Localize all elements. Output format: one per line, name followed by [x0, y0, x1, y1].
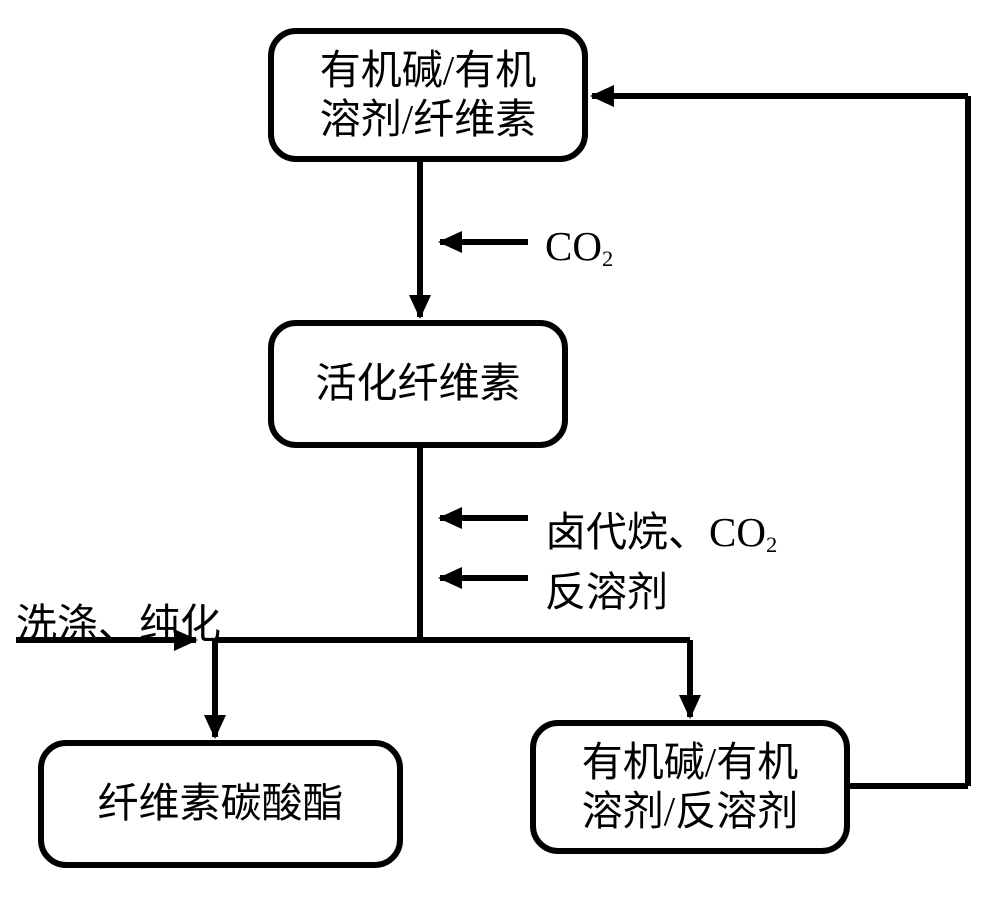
label-subscript: 2 — [766, 532, 777, 557]
node-organic-base-solvent-cellulose: 有机碱/有机 溶剂/纤维素 — [268, 28, 588, 162]
label-wash-purify: 洗涤、纯化 — [16, 590, 221, 650]
node-text: 纤维素碳酸酯 — [98, 779, 344, 828]
label-text: 反溶剂 — [545, 569, 668, 615]
label-subscript: 2 — [602, 246, 613, 271]
node-organic-base-solvent-antisolvent: 有机碱/有机 溶剂/反溶剂 — [530, 720, 850, 854]
label-text: 卤代烷、CO — [545, 509, 766, 555]
node-text: 有机碱/有机 — [582, 739, 798, 785]
node-cellulose-carbonate: 纤维素碳酸酯 — [38, 740, 403, 868]
flowchart-canvas: 有机碱/有机 溶剂/纤维素 活化纤维素 纤维素碳酸酯 有机碱/有机 溶剂/反溶剂… — [0, 0, 1000, 898]
label-text: 洗涤、纯化 — [16, 601, 221, 647]
label-co2-upper: CO2 — [545, 222, 613, 270]
node-text: 有机碱/有机 — [320, 47, 536, 93]
node-text: 活化纤维素 — [316, 359, 521, 408]
node-activated-cellulose: 活化纤维素 — [268, 320, 568, 448]
label-antisolvent: 反溶剂 — [545, 558, 668, 618]
node-text: 溶剂/反溶剂 — [582, 788, 798, 834]
label-text: CO — [545, 223, 602, 269]
label-halide-co2: 卤代烷、CO2 — [545, 498, 777, 558]
node-text: 溶剂/纤维素 — [320, 96, 536, 142]
